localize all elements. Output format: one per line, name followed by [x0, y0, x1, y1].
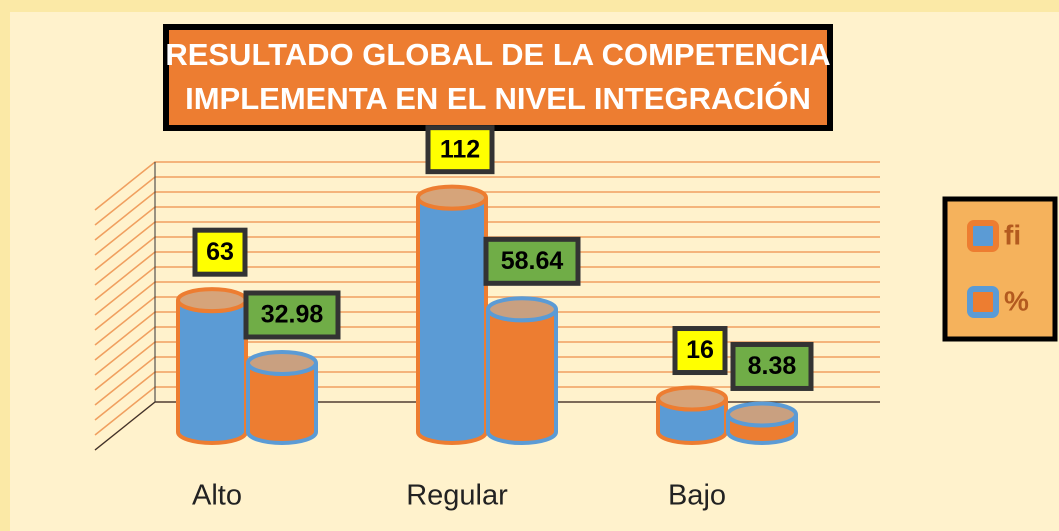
value-label-box — [243, 290, 341, 340]
bar — [176, 299, 248, 445]
x-tick-label: Alto — [192, 480, 242, 512]
value-label-box — [483, 236, 581, 286]
legend-box — [942, 196, 1058, 342]
chart-title: IMPLEMENTA EN EL NIVEL INTEGRACIÓN — [185, 80, 811, 116]
bar — [416, 197, 488, 445]
x-tick-label: Regular — [406, 480, 508, 512]
value-label-box — [425, 125, 495, 175]
value-label: 16 — [686, 336, 714, 364]
chart-title: RESULTADO GLOBAL DE LA COMPETENCIA — [165, 37, 830, 72]
bar-top — [486, 296, 558, 323]
bar-top — [726, 401, 798, 428]
bar-top — [176, 287, 248, 314]
bar-top — [246, 349, 318, 376]
x-tick-label: Bajo — [668, 480, 726, 512]
bar-top — [416, 184, 488, 211]
bar — [486, 308, 558, 445]
title-box — [163, 24, 833, 131]
wall-lines — [94, 161, 880, 451]
value-label: 58.64 — [501, 247, 564, 275]
value-label: 32.98 — [261, 301, 324, 329]
value-label-box — [672, 326, 728, 376]
bar-top — [656, 385, 728, 412]
value-label: 63 — [206, 238, 234, 266]
legend-label: % — [1004, 285, 1029, 316]
legend-marker — [967, 286, 999, 318]
value-label: 112 — [440, 135, 480, 163]
wall-line — [94, 401, 880, 451]
value-label: 8.38 — [748, 352, 797, 380]
legend-marker — [967, 220, 999, 252]
legend-label: fi — [1004, 219, 1021, 250]
value-label-box — [730, 341, 814, 391]
value-label-box — [192, 227, 248, 277]
